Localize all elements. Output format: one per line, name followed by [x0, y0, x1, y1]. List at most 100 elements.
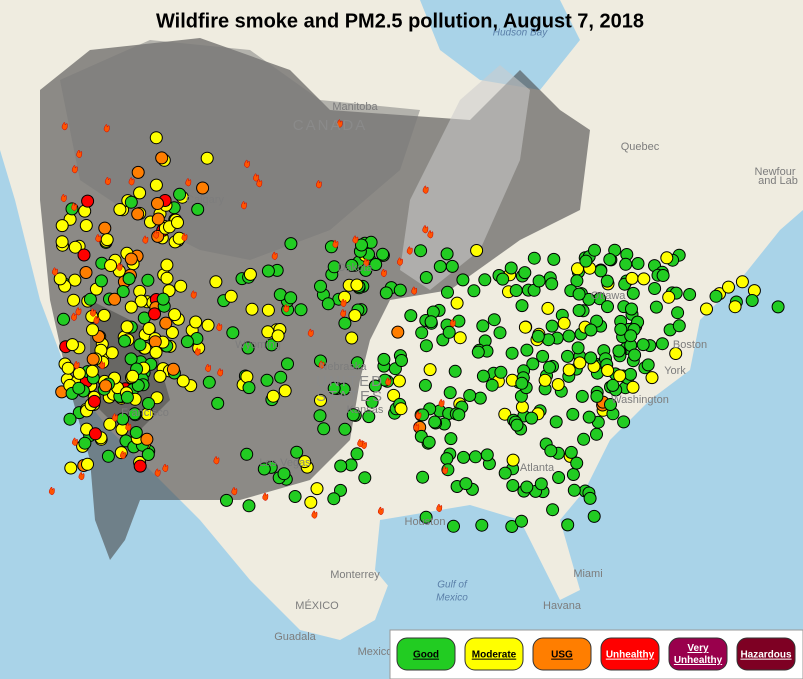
fire-icon [427, 230, 434, 239]
monitor [365, 395, 379, 409]
fire-icon [241, 201, 247, 210]
monitor [505, 346, 519, 360]
monitor [321, 297, 335, 311]
monitor [551, 378, 565, 391]
monitor [656, 269, 670, 282]
legend-swatch[interactable] [736, 637, 796, 671]
legend-swatch[interactable] [668, 637, 728, 671]
place-label: Havana [543, 600, 582, 612]
monitor [350, 356, 364, 370]
fire-icon [316, 180, 322, 189]
monitor [450, 296, 464, 310]
monitor [242, 499, 256, 513]
monitor [346, 408, 360, 422]
monitor [641, 358, 655, 372]
place-label: Manitoba [332, 101, 378, 113]
legend-swatch[interactable] [396, 637, 456, 671]
fire-icon [120, 450, 126, 459]
monitor [613, 369, 627, 383]
legend-label[interactable]: Unhealthy [606, 650, 655, 661]
fire-icon [244, 159, 250, 168]
monitor [515, 376, 529, 390]
legend-label[interactable]: Moderate [472, 650, 517, 661]
monitor [103, 417, 117, 431]
monitor [515, 299, 529, 313]
monitor [202, 375, 216, 389]
legend-label[interactable]: Good [413, 650, 439, 661]
gulf [375, 505, 540, 620]
fire-icon [413, 422, 420, 432]
monitor [590, 427, 603, 441]
monitor [327, 492, 341, 506]
fire-icon [406, 246, 413, 255]
monitor [277, 467, 291, 481]
fire-icon [190, 290, 197, 299]
fire-icon [153, 230, 160, 239]
legend-swatch[interactable] [600, 637, 660, 671]
monitor [552, 471, 566, 484]
monitor [572, 287, 586, 301]
monitor [671, 306, 685, 320]
monitor [148, 307, 161, 321]
monitor [498, 466, 512, 480]
monitor [538, 373, 552, 387]
monitor [419, 339, 433, 353]
monitor [453, 331, 467, 345]
monitor [444, 432, 458, 446]
monitor [97, 308, 111, 322]
fire-icon [340, 308, 347, 318]
monitor [118, 334, 132, 348]
legend-label[interactable]: Hazardous [740, 650, 792, 661]
monitor [189, 315, 203, 329]
monitor [124, 252, 138, 266]
monitor [290, 445, 304, 459]
fire-icon [262, 492, 269, 501]
monitor [257, 462, 271, 476]
monitor [171, 216, 184, 229]
monitor [314, 393, 327, 407]
monitor [281, 357, 294, 371]
place-label: Las Vegas [259, 457, 311, 469]
monitor [155, 151, 169, 165]
monitor [261, 303, 275, 317]
fire-icon [125, 422, 132, 431]
monitor [579, 254, 593, 268]
legend-label[interactable]: Very Unhealthy [674, 643, 723, 666]
monitor [180, 335, 194, 349]
monitor [496, 272, 510, 286]
monitor [631, 257, 645, 270]
monitor [625, 302, 638, 316]
legend-swatch[interactable] [464, 637, 524, 671]
monitor [601, 364, 615, 377]
legend-label[interactable]: USG [551, 650, 573, 661]
monitor [510, 418, 524, 432]
monitor [191, 202, 205, 216]
fire-icon [48, 486, 55, 496]
monitor [562, 329, 576, 343]
monitor [575, 389, 589, 403]
monitor [440, 452, 454, 466]
monitor [570, 274, 584, 288]
monitor [504, 261, 518, 275]
monitor [284, 291, 298, 305]
fire-icon [154, 468, 161, 477]
monitor [350, 278, 364, 292]
monitor [124, 300, 138, 314]
monitor [278, 384, 292, 398]
fire-icon [336, 119, 343, 128]
fire-icon [385, 377, 392, 386]
fire-icon [357, 438, 364, 448]
fire-icon [71, 202, 78, 211]
monitor [473, 391, 487, 405]
legend-swatch[interactable] [532, 637, 592, 671]
monitor [624, 367, 637, 381]
fire-icon [128, 177, 135, 186]
fire-icon [93, 315, 100, 324]
monitor [126, 369, 140, 383]
monitor [583, 491, 597, 505]
fire-icon [318, 360, 325, 369]
legend-box [389, 629, 803, 679]
monitor [133, 459, 147, 473]
fire-icon [411, 286, 418, 295]
